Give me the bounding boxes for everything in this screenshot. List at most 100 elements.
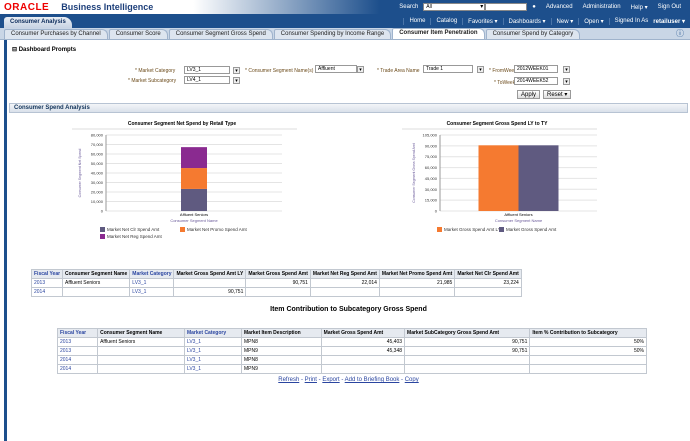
dropdown-icon[interactable]: ▾ xyxy=(563,66,570,73)
table-cell xyxy=(529,355,647,365)
legend-swatch xyxy=(180,227,185,232)
column-header: Market Net Reg Spend Amt xyxy=(309,269,380,279)
gross-spend-chart: Consumer Segment Gross Spend LY to TY 0 15… xyxy=(402,121,597,232)
nav-item[interactable]: Dashboards ▾ xyxy=(502,17,551,25)
column-header: Consumer Segment Name xyxy=(97,328,185,338)
nav-bar: Consumer Analysis Home Catalog Favorites ▾… xyxy=(0,14,690,28)
column-header[interactable]: Market Category xyxy=(129,269,175,279)
nav-item[interactable]: Catalog xyxy=(430,17,462,25)
table-cell[interactable]: 2014 xyxy=(56,355,99,365)
table-cell xyxy=(97,346,185,356)
product-title: Business Intelligence xyxy=(61,2,154,12)
reset-button[interactable]: Reset ▾ xyxy=(543,90,572,99)
report-link[interactable]: Refresh xyxy=(278,377,300,383)
spend-table: Fiscal Year Consumer Segment Name Market C… xyxy=(30,269,522,297)
column-header: Consumer Segment Name xyxy=(62,269,131,279)
column-header: Market Net Clr Spend Amt xyxy=(454,269,522,279)
dropdown-icon[interactable]: ▾ xyxy=(233,77,240,84)
y-tick-label: 60,000 xyxy=(425,165,438,170)
column-header: Market Gross Spend Amt xyxy=(320,328,406,338)
y-tick-label: 0 xyxy=(101,209,104,214)
bar-segment[interactable] xyxy=(181,147,207,169)
dropdown-icon[interactable]: ▾ xyxy=(233,67,240,74)
table-cell: 90,751 xyxy=(173,287,247,297)
apply-button[interactable]: Apply xyxy=(517,90,541,99)
y-tick-label: 90,000 xyxy=(425,143,438,148)
administration-link[interactable]: Administration xyxy=(582,4,621,10)
table-cell xyxy=(320,355,406,365)
dashboard-prompts-header[interactable]: ⊟ Dashboard Prompts xyxy=(12,47,77,53)
y-axis-label: Consumer Segment Gross Spend Amt xyxy=(412,143,416,203)
table-cell[interactable]: LV3_1 xyxy=(183,337,243,347)
dropdown-icon[interactable]: ▾ xyxy=(477,66,484,73)
nav-item[interactable]: Favorites ▾ xyxy=(462,17,502,25)
bar[interactable] xyxy=(518,145,559,211)
header-row: Fiscal Year Consumer Segment Name Market C… xyxy=(56,328,647,338)
advanced-link[interactable]: Advanced xyxy=(545,4,573,10)
table-cell[interactable]: 2013 xyxy=(30,278,64,288)
table-cell[interactable]: LV3_1 xyxy=(183,364,243,374)
nav-item[interactable]: Open ▾ xyxy=(578,17,608,25)
table-cell: Affluent Seniors xyxy=(97,337,185,347)
dashboard-tab[interactable]: Consumer Segment Gross Spend xyxy=(168,29,273,39)
user-menu[interactable]: retailuser ▾ xyxy=(653,18,685,25)
table-row: 2013 Affluent Seniors LV3_1 90,751 22,014 21,… xyxy=(30,278,522,288)
x-axis-label: Consumer Segment Name xyxy=(495,218,543,223)
table-cell xyxy=(309,287,380,297)
dashboard-tab[interactable]: Consumer Item Penetration xyxy=(392,28,485,39)
bar[interactable] xyxy=(478,145,519,211)
help-menu[interactable]: Help ▾ xyxy=(630,4,648,11)
y-tick-label: 80,000 xyxy=(91,133,104,138)
nav-item[interactable]: Home xyxy=(403,17,430,25)
table-cell[interactable]: 2013 xyxy=(56,337,99,347)
bar-segment[interactable] xyxy=(181,168,207,189)
table-cell[interactable]: LV3_1 xyxy=(129,287,175,297)
help-icon[interactable]: ⓘ xyxy=(676,29,684,38)
table-cell[interactable]: LV3_1 xyxy=(183,346,243,356)
bar-segment[interactable] xyxy=(181,188,207,211)
market-subcategory-select[interactable]: LV4_1 xyxy=(184,76,230,84)
report-link[interactable]: Copy xyxy=(404,377,419,383)
table-cell: 21,985 xyxy=(378,278,456,288)
from-week-select[interactable]: 2012WEEK01 xyxy=(514,65,558,73)
x-category-label: Affluent Seniors xyxy=(180,212,208,217)
dropdown-icon[interactable]: ▾ xyxy=(563,78,570,85)
item-contribution-table: Fiscal Year Consumer Segment Name Market C… xyxy=(56,328,647,374)
net-spend-chart: Consumer Segment Net Spend by Retail Typ… xyxy=(72,121,297,239)
dashboard-tab[interactable]: Consumer Spending by Income Range xyxy=(273,29,392,39)
nav-item[interactable]: New ▾ xyxy=(550,17,579,25)
search-go-icon[interactable]: ● xyxy=(532,4,536,10)
x-axis-label: Consumer Segment Name xyxy=(170,218,218,223)
to-week-select[interactable]: 2014WEEK52 xyxy=(514,77,558,85)
dropdown-icon[interactable]: ▾ xyxy=(357,66,364,73)
dashboard-tab[interactable]: Consumer Spend by Category xyxy=(485,29,581,39)
segment-select[interactable]: Affluent Seniors;Aff xyxy=(315,65,357,73)
table-cell xyxy=(404,364,531,374)
market-category-select[interactable]: LV3_1 xyxy=(184,66,230,74)
table-cell[interactable]: LV3_1 xyxy=(129,278,175,288)
report-link[interactable]: Add to Briefing Book xyxy=(344,377,400,383)
table-cell[interactable]: 2014 xyxy=(56,364,99,374)
column-header[interactable]: Fiscal Year xyxy=(30,269,64,279)
report-link[interactable]: Export xyxy=(322,377,340,383)
table-cell xyxy=(97,355,185,365)
table-cell: 90,751 xyxy=(245,278,311,288)
y-tick-label: 105,000 xyxy=(423,133,438,138)
search-input[interactable] xyxy=(485,3,528,11)
search-scope-select[interactable]: All xyxy=(423,3,486,11)
table-cell[interactable]: 2014 xyxy=(30,287,64,297)
legend-label: Market Gross Spend Amt LY xyxy=(444,227,501,232)
app-tab[interactable]: Consumer Analysis xyxy=(4,17,72,28)
report-link[interactable]: Print xyxy=(304,377,317,383)
table-cell[interactable]: 2013 xyxy=(56,346,99,356)
table-cell xyxy=(378,287,456,297)
column-header: Market Gross Spend Amt xyxy=(245,269,311,279)
from-week-label: * FromWeek xyxy=(489,68,517,74)
dashboard-tab[interactable]: Consumer Purchases by Channel xyxy=(4,29,108,39)
dashboard-tab[interactable]: Consumer Score xyxy=(108,29,168,39)
column-header[interactable]: Fiscal Year xyxy=(56,328,99,338)
column-header[interactable]: Market Category xyxy=(183,328,243,338)
trade-area-select[interactable]: Trade 1 xyxy=(423,65,473,73)
table-cell[interactable]: LV3_1 xyxy=(183,355,243,365)
sign-out-link[interactable]: Sign Out xyxy=(657,4,681,10)
